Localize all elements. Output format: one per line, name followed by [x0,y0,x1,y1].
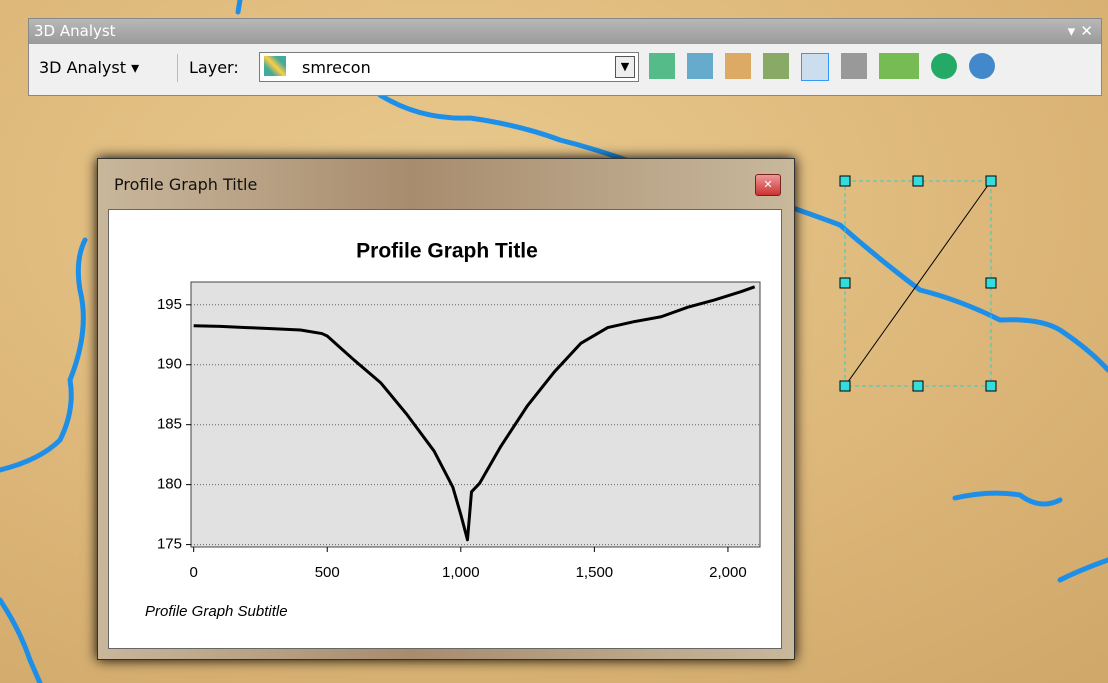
y-tick-label: 180 [157,476,182,493]
tool-point[interactable] [763,53,789,79]
selection-box[interactable] [839,175,997,392]
menu-3d-analyst[interactable]: 3D Analyst ▾ [39,58,140,77]
layer-icon [264,56,286,76]
toolbar-titlebar: 3D Analyst ▾ ✕ [29,19,1101,44]
toolbar-row: 3D Analyst ▾ Layer: smrecon ▼ [29,44,1101,94]
chart-subtitle: Profile Graph Subtitle [145,603,288,620]
x-tick-label: 1,500 [576,564,614,581]
profile-line [844,180,992,387]
x-tick-label: 1,000 [442,564,480,581]
tool-polygon[interactable] [841,53,867,79]
tool-profile-graph[interactable] [879,53,919,79]
plot-area [190,281,761,548]
layer-dropdown[interactable]: smrecon ▼ [259,52,639,82]
x-tick-label: 500 [315,564,340,581]
y-tick-label: 175 [157,536,182,553]
tool-arcglobe[interactable] [969,53,995,79]
y-tick-label: 185 [157,416,182,433]
close-button[interactable]: ✕ [755,174,781,196]
window-title: Profile Graph Title [114,175,258,194]
chart-title: Profile Graph Title [356,240,538,263]
dropdown-arrow[interactable]: ▼ [615,56,635,78]
toolbar: 3D Analyst ▾ ✕ 3D Analyst ▾ Layer: smrec… [28,18,1102,96]
y-tick-label: 195 [157,296,182,313]
tool-line-of-sight[interactable] [725,53,751,79]
layer-label: Layer: [189,58,239,77]
x-tick-label: 0 [189,564,197,581]
tool-interpolate-line[interactable] [801,53,829,81]
y-tick-label: 190 [157,356,182,373]
profile-line [193,285,756,542]
tool-arcscene[interactable] [931,53,957,79]
handles [839,175,997,392]
tool-icons [649,53,995,81]
tool-steepest[interactable] [687,53,713,79]
x-tick-label: 2,000 [709,564,747,581]
layer-value: smrecon [302,58,371,77]
menu-label: 3D Analyst [39,58,126,77]
toolbar-controls[interactable]: ▾ ✕ [1067,22,1093,40]
toolbar-title: 3D Analyst [34,22,116,40]
tool-contour[interactable] [649,53,675,79]
separator [177,54,178,82]
